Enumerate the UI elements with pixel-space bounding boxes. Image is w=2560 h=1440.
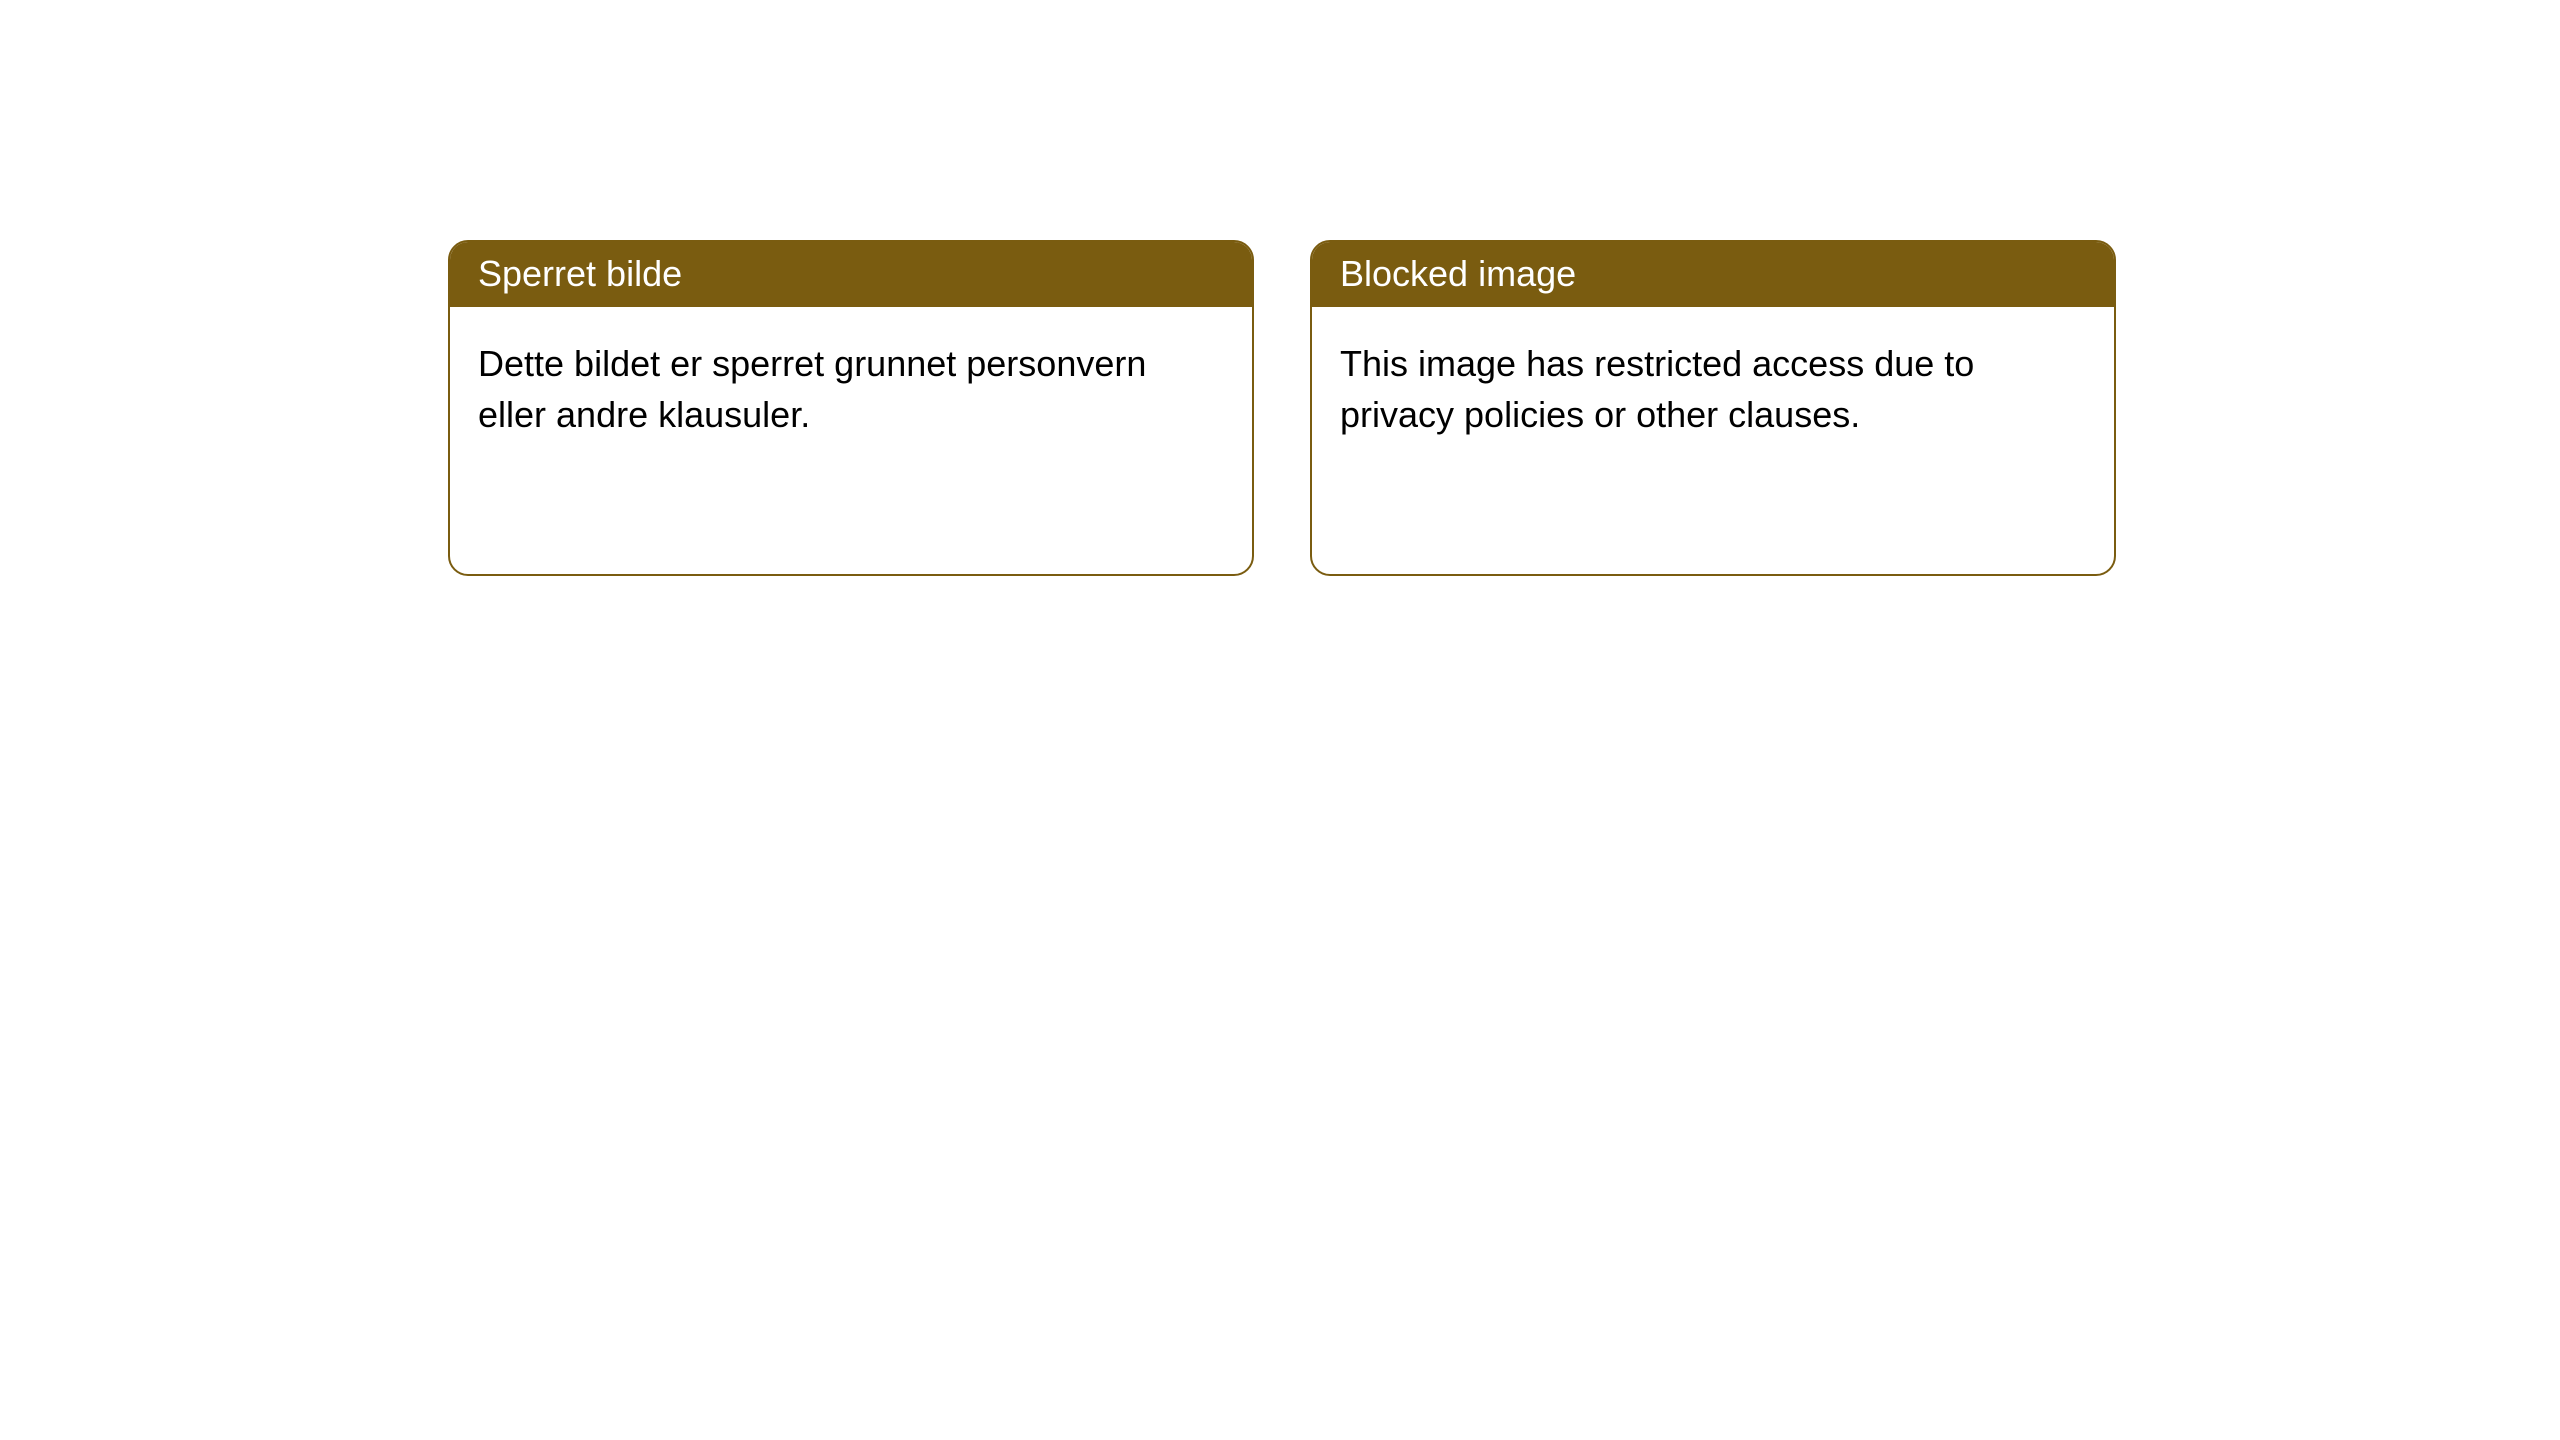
notice-container: Sperret bilde Dette bildet er sperret gr…: [0, 0, 2560, 576]
card-body-text: This image has restricted access due to …: [1340, 343, 1974, 434]
card-header: Sperret bilde: [450, 242, 1252, 307]
card-body-text: Dette bildet er sperret grunnet personve…: [478, 343, 1146, 434]
card-header: Blocked image: [1312, 242, 2114, 307]
card-body: Dette bildet er sperret grunnet personve…: [450, 307, 1252, 472]
blocked-image-card-no: Sperret bilde Dette bildet er sperret gr…: [448, 240, 1254, 576]
card-body: This image has restricted access due to …: [1312, 307, 2114, 472]
blocked-image-card-en: Blocked image This image has restricted …: [1310, 240, 2116, 576]
card-title: Blocked image: [1340, 253, 1576, 294]
card-title: Sperret bilde: [478, 253, 682, 294]
